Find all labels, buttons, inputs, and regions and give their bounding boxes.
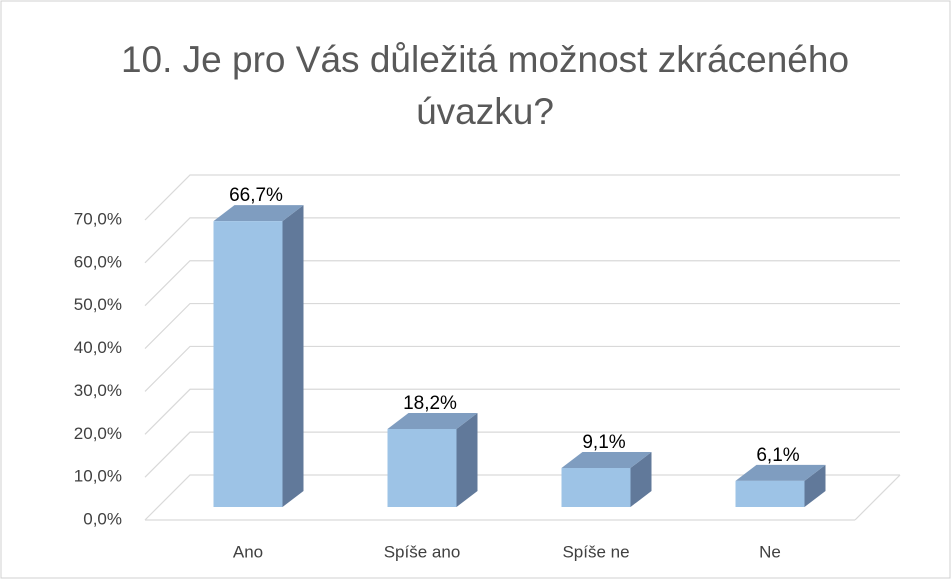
grid-line [144, 431, 900, 478]
y-tick-label: 10,0% [74, 467, 122, 486]
y-tick-label: 50,0% [74, 295, 122, 314]
bar-top [561, 452, 652, 468]
y-tick-label: 30,0% [74, 381, 122, 400]
grid-line [144, 217, 900, 264]
bar [735, 480, 805, 507]
grid-line [144, 388, 900, 435]
chart-title: 10. Je pro Vás důležitá možnost zkrácené… [120, 39, 850, 132]
y-tick-label: 20,0% [74, 424, 122, 443]
grid-line [144, 302, 900, 349]
x-tick-label: Spíše ne [562, 542, 629, 561]
y-tick-label: 0,0% [83, 509, 122, 528]
data-label: 6,1% [756, 445, 799, 466]
bar [561, 468, 631, 507]
grid-line [144, 174, 900, 221]
grid-line [144, 345, 900, 392]
x-tick-label: Spíše ano [384, 542, 461, 561]
bar-top [387, 413, 478, 429]
bar [387, 429, 457, 507]
grid-line [144, 260, 900, 307]
x-tick-label: Ano [233, 542, 263, 561]
bar-top [213, 205, 304, 222]
bar-side [804, 464, 826, 507]
y-tick-label: 70,0% [74, 209, 122, 228]
floor-edge [854, 474, 901, 521]
bar-top [735, 464, 826, 481]
bar-side [456, 413, 478, 507]
data-label: 9,1% [582, 432, 625, 453]
bar-side [282, 205, 304, 507]
data-label: 66,7% [229, 185, 283, 206]
bar-side [630, 452, 652, 507]
bar [213, 221, 283, 507]
data-label: 18,2% [403, 393, 457, 414]
y-tick-label: 40,0% [74, 338, 122, 357]
y-tick-label: 60,0% [74, 252, 122, 271]
grid-line [144, 474, 900, 521]
x-tick-label: Ne [759, 542, 781, 561]
